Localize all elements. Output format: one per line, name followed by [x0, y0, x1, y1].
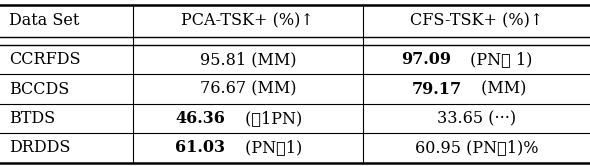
Text: 79.17: 79.17 — [412, 81, 462, 97]
Text: 46.36: 46.36 — [175, 110, 225, 127]
Text: (PNℓ1): (PNℓ1) — [240, 139, 302, 156]
Text: 61.03: 61.03 — [175, 139, 225, 156]
Text: CCRFDS: CCRFDS — [9, 51, 80, 68]
Text: 33.65 (···): 33.65 (···) — [437, 110, 516, 127]
Text: 76.67 (MM): 76.67 (MM) — [199, 81, 296, 97]
Text: (PNℓ 1): (PNℓ 1) — [466, 51, 533, 68]
Text: Data Set: Data Set — [9, 12, 79, 29]
Text: PCA-TSK+ (%)↑: PCA-TSK+ (%)↑ — [181, 12, 314, 29]
Text: BCCDS: BCCDS — [9, 81, 69, 97]
Text: DRDDS: DRDDS — [9, 139, 70, 156]
Text: 95.81 (MM): 95.81 (MM) — [199, 51, 296, 68]
Text: (ℓ1PN): (ℓ1PN) — [240, 110, 302, 127]
Text: 97.09: 97.09 — [401, 51, 451, 68]
Text: (MM): (MM) — [476, 81, 527, 97]
Text: CFS-TSK+ (%)↑: CFS-TSK+ (%)↑ — [410, 12, 543, 29]
Text: 60.95 (PNℓ1)%: 60.95 (PNℓ1)% — [415, 139, 538, 156]
Text: BTDS: BTDS — [9, 110, 55, 127]
